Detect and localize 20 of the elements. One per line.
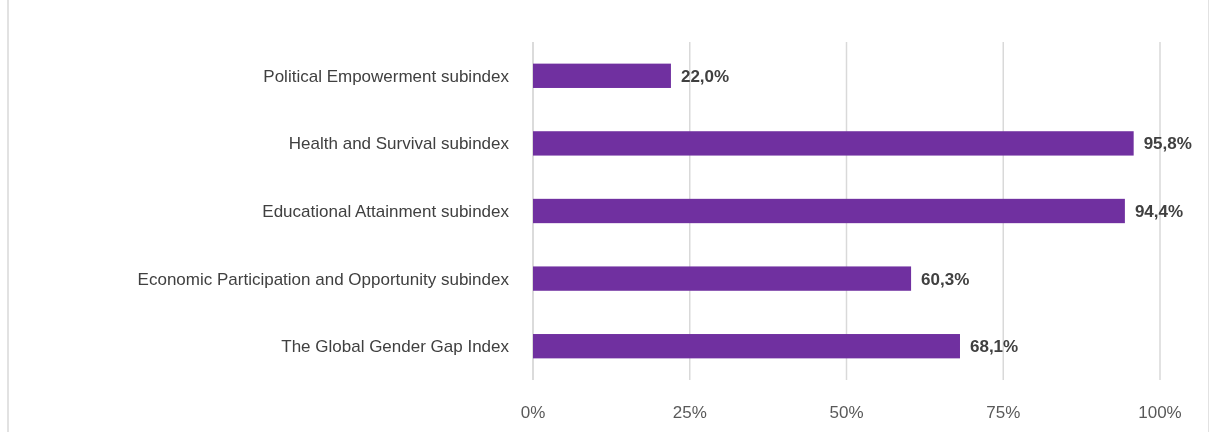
x-tick-label: 25% — [672, 403, 707, 422]
bar — [533, 131, 1134, 156]
y-tick-label: Political Empowerment subindex — [263, 66, 510, 86]
data-label: 60,3% — [921, 269, 970, 289]
bar — [533, 198, 1125, 224]
y-tick-label: Educational Attainment subindex — [262, 201, 510, 221]
y-tick-label: Health and Survival subindex — [288, 134, 510, 154]
y-tick-label: The Global Gender Gap Index — [281, 337, 510, 357]
data-label: 94,4% — [1134, 201, 1184, 221]
x-tick-label: 100% — [1138, 403, 1182, 422]
x-tick-label: 75% — [986, 403, 1021, 422]
x-tick-label: 50% — [829, 403, 864, 422]
x-tick-label: 0% — [520, 403, 546, 422]
y-tick-label: Economic Participation and Opportunity subindex — [137, 269, 510, 289]
data-label: 68,1% — [969, 337, 1019, 357]
bar — [533, 334, 960, 359]
data-label: 22,0% — [680, 66, 730, 86]
bar — [533, 63, 671, 88]
bar — [533, 266, 912, 291]
data-label: 95,8% — [1143, 134, 1192, 154]
